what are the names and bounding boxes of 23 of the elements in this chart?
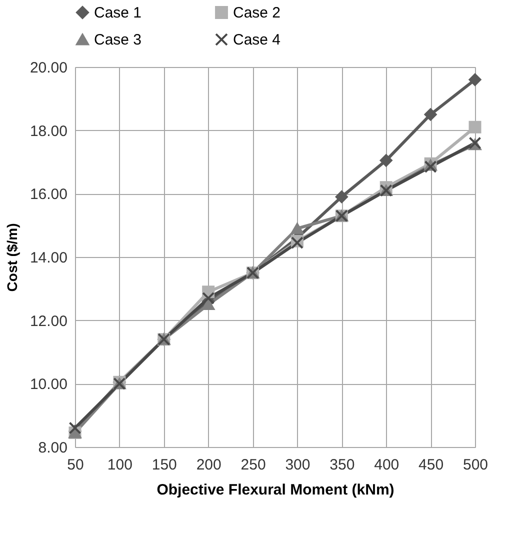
y-tick-label: 10.00 [30, 376, 68, 394]
legend-label: Case 2 [233, 4, 281, 22]
x-tick-label: 350 [330, 456, 355, 474]
legend-label: Case 1 [94, 4, 142, 22]
y-tick-label: 12.00 [30, 312, 68, 330]
legend-label: Case 3 [94, 32, 142, 48]
x-tick-label: 300 [285, 456, 310, 474]
y-tick-label: 8.00 [38, 440, 68, 456]
y-tick-label: 14.00 [30, 250, 68, 266]
x-tick-label: 100 [107, 456, 132, 474]
y-tick-label: 20.00 [30, 60, 68, 76]
y-tick-label: 16.00 [30, 186, 68, 204]
x-tick-label: 400 [374, 456, 400, 474]
x-tick-label: 250 [240, 456, 266, 474]
x-tick-label: 150 [152, 456, 177, 474]
x-tick-label: 450 [418, 456, 444, 474]
legend-label: Case 4 [233, 32, 281, 48]
x-tick-label: 200 [196, 456, 222, 474]
x-axis-title: Objective Flexural Moment (kNm) [156, 482, 394, 498]
y-axis-title: Cost ($/m) [4, 223, 20, 292]
x-tick-label: 500 [462, 456, 488, 474]
x-tick-label: 50 [67, 456, 84, 474]
y-tick-label: 18.00 [30, 122, 68, 140]
